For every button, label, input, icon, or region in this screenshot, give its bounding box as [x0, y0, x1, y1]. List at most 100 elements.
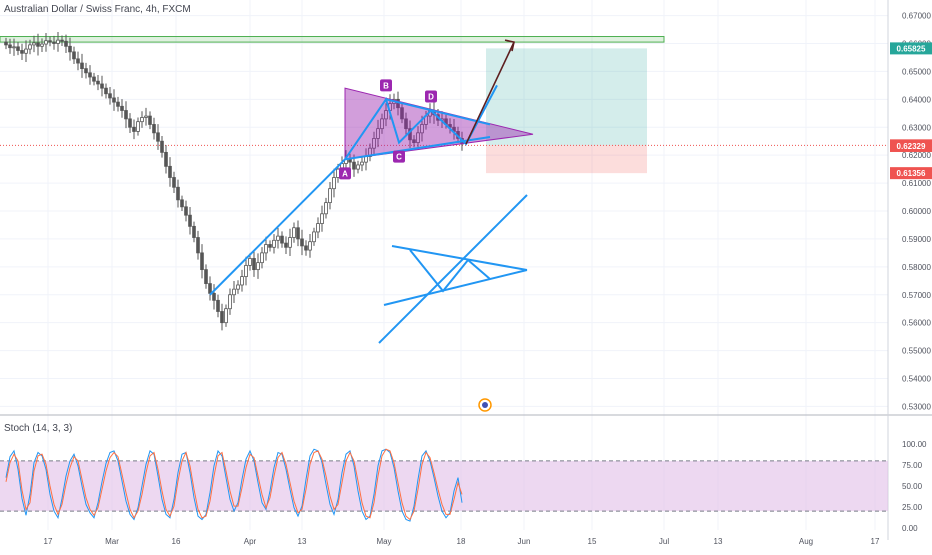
candle-body	[148, 115, 152, 125]
candle-body	[200, 252, 204, 271]
candle-body	[288, 237, 292, 248]
date-tick-label: Mar	[105, 537, 119, 546]
point-label-a-bg	[339, 167, 351, 180]
candle-body	[124, 110, 128, 120]
stoch-tick-label: 100.00	[902, 440, 927, 449]
point-label-b: B	[383, 81, 389, 90]
candle-body	[336, 168, 340, 178]
candle-body	[448, 124, 452, 128]
date-tick-label: May	[376, 537, 391, 546]
candle-body	[252, 258, 256, 271]
candle-body	[44, 40, 48, 45]
candle-body	[128, 118, 132, 128]
candle-body	[300, 238, 304, 247]
candle-body	[24, 48, 28, 54]
point-label-b-bg	[380, 79, 392, 92]
price-label: 0.61356	[897, 169, 926, 178]
candle-body	[228, 294, 232, 310]
point-label-d: D	[428, 93, 434, 102]
candle-body	[316, 223, 320, 233]
date-tick-label: Jun	[518, 537, 531, 546]
candle-body	[156, 132, 160, 142]
candle-body	[356, 164, 360, 170]
candle-body	[108, 93, 112, 99]
price-tick-label: 0.64000	[902, 95, 931, 104]
candle-body	[120, 105, 124, 111]
point-label-d-bg	[425, 90, 437, 103]
candle-body	[308, 241, 312, 251]
candle-body	[84, 68, 88, 74]
candle-body	[16, 46, 20, 51]
resistance-zone	[0, 36, 665, 43]
point-label-c: C	[396, 153, 402, 162]
candle-body	[132, 126, 136, 132]
price-label-bg	[890, 167, 932, 180]
candle-body	[280, 235, 284, 244]
candle-body	[76, 58, 80, 64]
date-tick-label: Jul	[659, 537, 669, 546]
event-flag-icon-dot	[482, 402, 488, 408]
lower-trendline	[344, 136, 491, 161]
chart-title: Australian Dollar / Swiss Franc, 4h, FXC…	[4, 4, 191, 15]
candle-body	[320, 213, 324, 224]
candle-body	[72, 51, 76, 60]
date-tick-label: Apr	[244, 537, 257, 546]
date-tick-label: 15	[588, 537, 597, 546]
candle-body	[420, 124, 424, 134]
candle-body	[272, 239, 276, 248]
candle-body	[276, 235, 280, 241]
candle-body	[184, 206, 188, 216]
candle-body	[160, 140, 164, 153]
candle-body	[8, 44, 12, 49]
candle-body	[264, 244, 268, 254]
candle-body	[332, 177, 336, 190]
price-label-bg	[890, 42, 932, 55]
candle-body	[236, 284, 240, 290]
candle-body	[404, 118, 408, 130]
candle-body	[12, 46, 16, 49]
date-tick-label: Aug	[799, 537, 813, 546]
projection-arrow	[465, 41, 515, 145]
price-label: 0.62329	[897, 142, 926, 151]
candle-body	[180, 199, 184, 208]
date-tick-label: 18	[457, 537, 466, 546]
date-tick-label: 16	[172, 537, 181, 546]
stoch-tick-label: 25.00	[902, 503, 923, 512]
schematic-lower	[383, 269, 528, 306]
candle-body	[196, 237, 200, 254]
candle-body	[372, 138, 376, 149]
candle-body	[188, 214, 192, 227]
candle-body	[64, 40, 68, 47]
price-tick-label: 0.53000	[902, 402, 931, 411]
candle-body	[36, 42, 40, 47]
candle-body	[384, 110, 388, 120]
schematic-upper	[391, 245, 528, 271]
candle-body	[412, 139, 416, 144]
candle-body	[324, 202, 328, 215]
candle-body	[380, 118, 384, 130]
candle-body	[224, 308, 228, 324]
date-tick-label: 13	[714, 537, 723, 546]
candle-body	[416, 132, 420, 144]
candle-body	[116, 101, 120, 107]
candle-body	[60, 39, 64, 42]
candle-body	[168, 165, 172, 178]
candle-body	[192, 225, 196, 238]
upper-trendline	[385, 98, 491, 126]
schematic-wave	[409, 249, 491, 293]
candle-body	[112, 97, 116, 103]
price-tick-label: 0.65000	[902, 67, 931, 76]
candle-body	[328, 188, 332, 204]
stoch-line-d	[5, 448, 463, 521]
price-tick-label: 0.56000	[902, 319, 931, 328]
candle-body	[360, 161, 364, 166]
candle-body	[216, 299, 220, 312]
schematic-trend	[378, 194, 528, 344]
candle-body	[164, 151, 168, 167]
candle-body	[248, 258, 252, 266]
date-tick-label: 13	[298, 537, 307, 546]
stoch-tick-label: 75.00	[902, 461, 923, 470]
price-tick-label: 0.54000	[902, 375, 931, 384]
price-tick-label: 0.63000	[902, 123, 931, 132]
